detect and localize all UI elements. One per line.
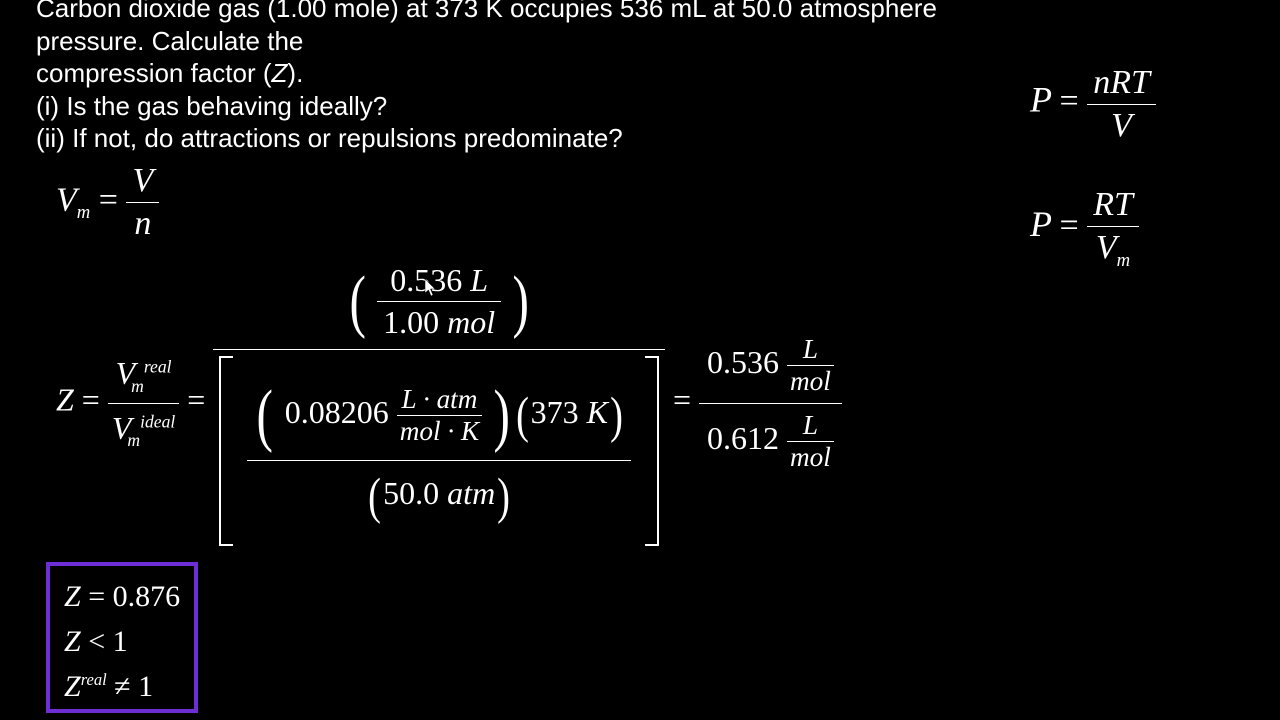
q-line1a: compression factor ( [36,58,272,88]
eq-p-nrt-v: P = nRT V [1030,62,1156,147]
question-text: Carbon dioxide gas (1.00 mole) at 373 K … [0,0,1060,155]
q-line1-z: Z [272,58,288,88]
q-line0: Carbon dioxide gas (1.00 mole) at 373 K … [36,0,937,56]
q-line3: (ii) If not, do attractions or repulsion… [36,122,1024,155]
answer-box: Z = 0.876 Z < 1 Zreal ≠ 1 [46,562,198,713]
q-line2: (i) Is the gas behaving ideally? [36,90,1024,123]
eq-vm: Vm = V n [56,160,159,245]
z-result: 0.536 L mol 0.612 L mol [699,328,842,479]
z-big-frac: ( 0.536 L 1.00 mol ) ( 0.08206 L · atm m… [213,258,665,548]
eq-p-rt-vm: P = RT Vm [1030,184,1139,274]
eq-z-main: Z = Vmreal Vmideal = ( 0.536 L 1.00 mol … [56,258,842,548]
q-line1b: ). [287,58,303,88]
z-ratio: Vmreal Vmideal [108,349,179,457]
cursor-icon [424,278,438,303]
